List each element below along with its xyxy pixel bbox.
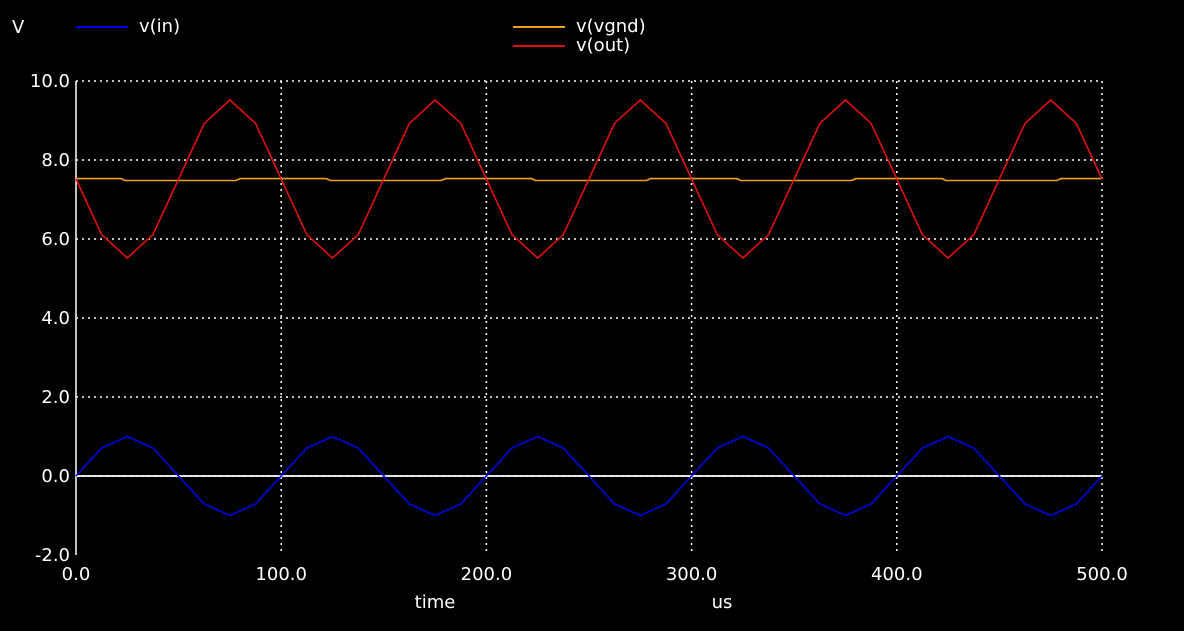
axes: -2.00.02.04.06.08.010.00.0 100.0 200.0 300.… [30, 71, 1128, 585]
y-tick-label: 6.0 [41, 229, 70, 250]
y-tick-label: 2.0 [41, 387, 70, 408]
x-tick-label: 300.0 [666, 564, 718, 585]
series-line-vvgnd [76, 177, 1102, 182]
series-line-vout [75, 98, 1103, 260]
legend-label: v(in) [139, 16, 180, 37]
x-tick-label: 0.0 [62, 564, 91, 585]
y-tick-label: 10.0 [30, 71, 70, 92]
x-axis-label: time [415, 592, 456, 613]
x-tick-label: 200.0 [461, 564, 513, 585]
x-tick-label: 100.0 [255, 564, 307, 585]
x-tick-label: 400.0 [871, 564, 923, 585]
series-layer [75, 98, 1103, 517]
legend-label: v(vgnd) [576, 16, 646, 37]
y-tick-label: 8.0 [41, 150, 70, 171]
y-tick-label: 4.0 [41, 308, 70, 329]
y-axis-label: V [12, 17, 25, 38]
legend: v(in) v(vgnd)v(out) [76, 16, 646, 56]
x-tick-label: 500.0 [1076, 564, 1128, 585]
x-axis-unit: us [712, 592, 733, 613]
y-tick-label: 0.0 [41, 466, 70, 487]
series-line-vin [75, 435, 1103, 517]
y-tick-label: -2.0 [35, 545, 70, 566]
legend-label: v(out) [576, 35, 630, 56]
grid [76, 80, 1103, 555]
